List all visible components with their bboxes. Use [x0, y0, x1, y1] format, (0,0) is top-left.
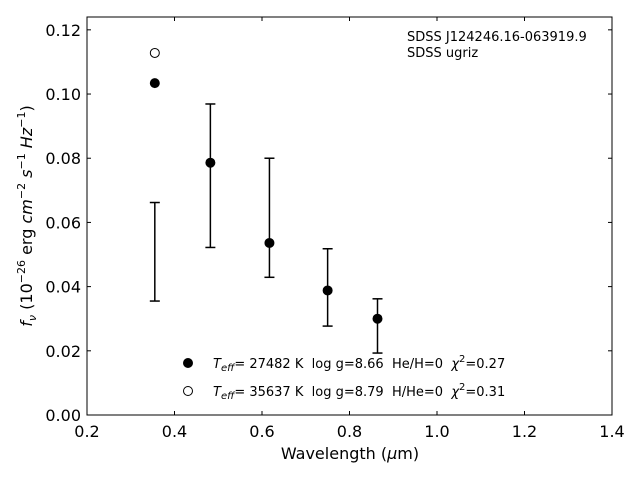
- y-tick-label: 0.02: [45, 342, 81, 361]
- y-tick-label: 0.00: [45, 406, 81, 425]
- error-bars: [149, 103, 383, 354]
- model-point-filled: [322, 285, 333, 296]
- x-tick-label: 0.4: [162, 422, 187, 441]
- legend-entry-2: Teff= 35637 K log g=8.79 H/He=0 χ2=0.31: [213, 382, 505, 402]
- object-name-annotation: SDSS J124246.16-063919.9: [407, 30, 587, 45]
- x-tick-label: 0.8: [337, 422, 362, 441]
- model-point-filled: [205, 157, 216, 168]
- x-tick-label: 0.6: [249, 422, 274, 441]
- y-tick-label: 0.10: [45, 85, 81, 104]
- model-point-filled: [149, 78, 160, 89]
- legend-marker-open: [183, 386, 193, 396]
- legend-entry-1: Teff= 27482 K log g=8.66 He/H=0 χ2=0.27: [213, 354, 505, 374]
- observed-error-bar: [264, 157, 275, 279]
- legend-marker-filled: [183, 358, 193, 368]
- observed-error-bar: [205, 103, 216, 249]
- observed-error-bar: [149, 201, 160, 302]
- observed-error-bar: [372, 298, 383, 354]
- x-tick-label: 1.2: [512, 422, 537, 441]
- model-point-open: [149, 47, 160, 58]
- legend: Teff= 27482 K log g=8.66 He/H=0 χ2=0.27 …: [183, 354, 505, 402]
- x-tick-label: 1.0: [424, 422, 449, 441]
- x-axis-ticks: 0.2 0.4 0.6 0.8 1.0 1.2 1.4: [74, 17, 625, 441]
- data-points: [149, 47, 383, 324]
- filter-set-annotation: SDSS ugriz: [407, 46, 478, 61]
- y-tick-label: 0.06: [45, 213, 81, 232]
- x-axis-title: Wavelength (μm): [281, 444, 419, 463]
- y-tick-label: 0.12: [45, 21, 81, 40]
- model-point-filled: [264, 237, 275, 248]
- y-tick-label: 0.08: [45, 149, 81, 168]
- y-axis-title: fν (10−26 erg cm−2 s−1 Hz−1): [15, 105, 39, 326]
- plot-frame: [86, 16, 613, 416]
- y-axis-ticks: 0.00 0.02 0.04 0.06 0.08 0.10 0.12: [45, 21, 612, 425]
- model-point-filled: [372, 313, 383, 324]
- x-tick-label: 0.2: [74, 422, 99, 441]
- y-tick-label: 0.04: [45, 278, 81, 297]
- x-tick-label: 1.4: [599, 422, 624, 441]
